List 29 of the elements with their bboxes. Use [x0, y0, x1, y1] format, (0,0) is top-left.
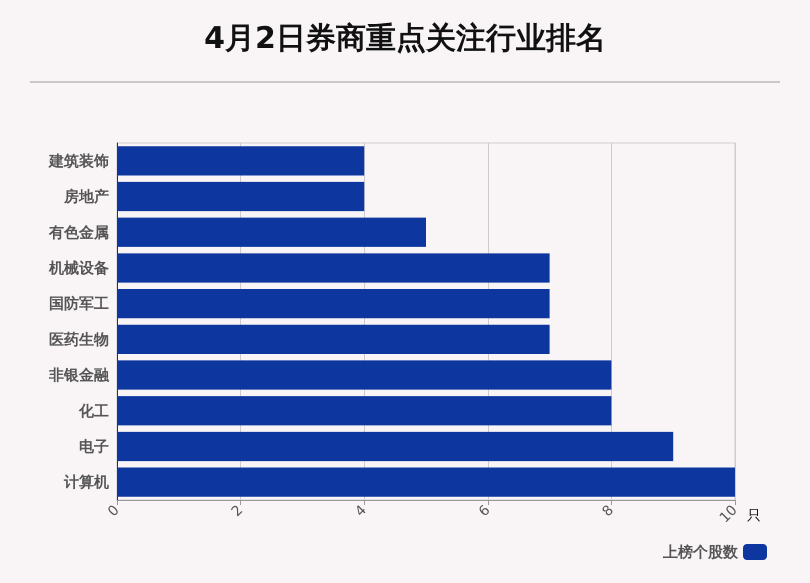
bar [117, 182, 364, 212]
x-axis-title: 只 [747, 507, 761, 523]
y-tick-label: 建筑装饰 [48, 152, 109, 170]
bar [117, 468, 735, 497]
bar [117, 289, 550, 318]
y-tick-label: 非银金融 [48, 366, 110, 384]
x-tick-label: 0 [105, 502, 123, 520]
y-tick-label: 房地产 [63, 188, 109, 206]
chart-title: 4月2日券商重点关注行业排名 [203, 20, 607, 58]
y-tick-label: 机械设备 [48, 258, 109, 277]
y-tick-label: 有色金属 [48, 223, 109, 242]
bar [117, 432, 674, 462]
y-tick-label: 化工 [78, 402, 109, 420]
bar [117, 146, 364, 176]
y-tick-label: 计算机 [63, 473, 109, 492]
x-tick-label: 6 [476, 502, 494, 520]
bar [117, 360, 612, 390]
bar [117, 218, 426, 247]
bar [117, 324, 550, 354]
bar [117, 396, 612, 426]
legend-label: 上榜个股数 [662, 543, 739, 561]
y-tick-label: 医药生物 [49, 330, 109, 348]
y-tick-label: 国防军工 [49, 294, 109, 313]
x-tick-label: 2 [228, 502, 246, 520]
x-tick-label: 8 [599, 502, 618, 520]
y-tick-label: 电子 [79, 437, 109, 456]
x-tick-label: 10 [716, 502, 741, 526]
bar [117, 253, 550, 283]
x-tick-label: 4 [352, 502, 370, 520]
